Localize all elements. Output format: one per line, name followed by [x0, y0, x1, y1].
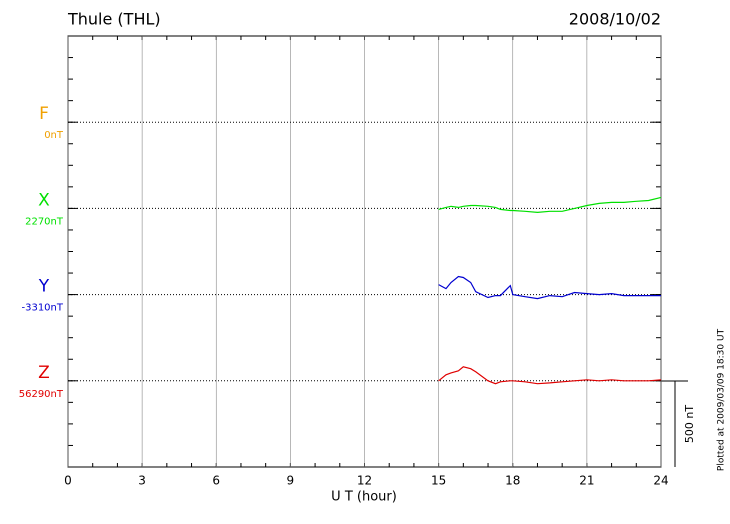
series-line	[438, 275, 661, 300]
series-name: F	[39, 104, 49, 124]
series-line	[438, 196, 662, 214]
baseline-label: -3310nT	[21, 303, 63, 314]
baseline-label: 0nT	[44, 130, 64, 141]
scale-label: 500 nT	[683, 405, 696, 443]
series-name: Y	[38, 277, 50, 297]
series-line	[438, 366, 662, 385]
x-tick-label: 24	[653, 474, 668, 488]
x-tick-label: 21	[579, 474, 594, 488]
x-tick-label: 6	[212, 474, 220, 488]
x-tick-label: 0	[64, 474, 72, 488]
x-axis-label: U T (hour)	[331, 490, 397, 505]
x-tick-label: 15	[431, 474, 446, 488]
footnote: Plotted at 2009/03/09 18:30 UT	[717, 328, 727, 471]
x-tick-label: 3	[138, 474, 146, 488]
series-name: X	[38, 190, 50, 210]
x-tick-label: 9	[287, 474, 295, 488]
date: 2008/10/02	[569, 10, 661, 29]
chart-title: Thule (THL)	[67, 10, 161, 29]
series-name: Z	[38, 363, 50, 383]
baseline-label: 56290nT	[19, 389, 64, 400]
x-tick-label: 12	[357, 474, 372, 488]
baseline-label: 2270nT	[25, 216, 64, 227]
x-tick-label: 18	[505, 474, 520, 488]
